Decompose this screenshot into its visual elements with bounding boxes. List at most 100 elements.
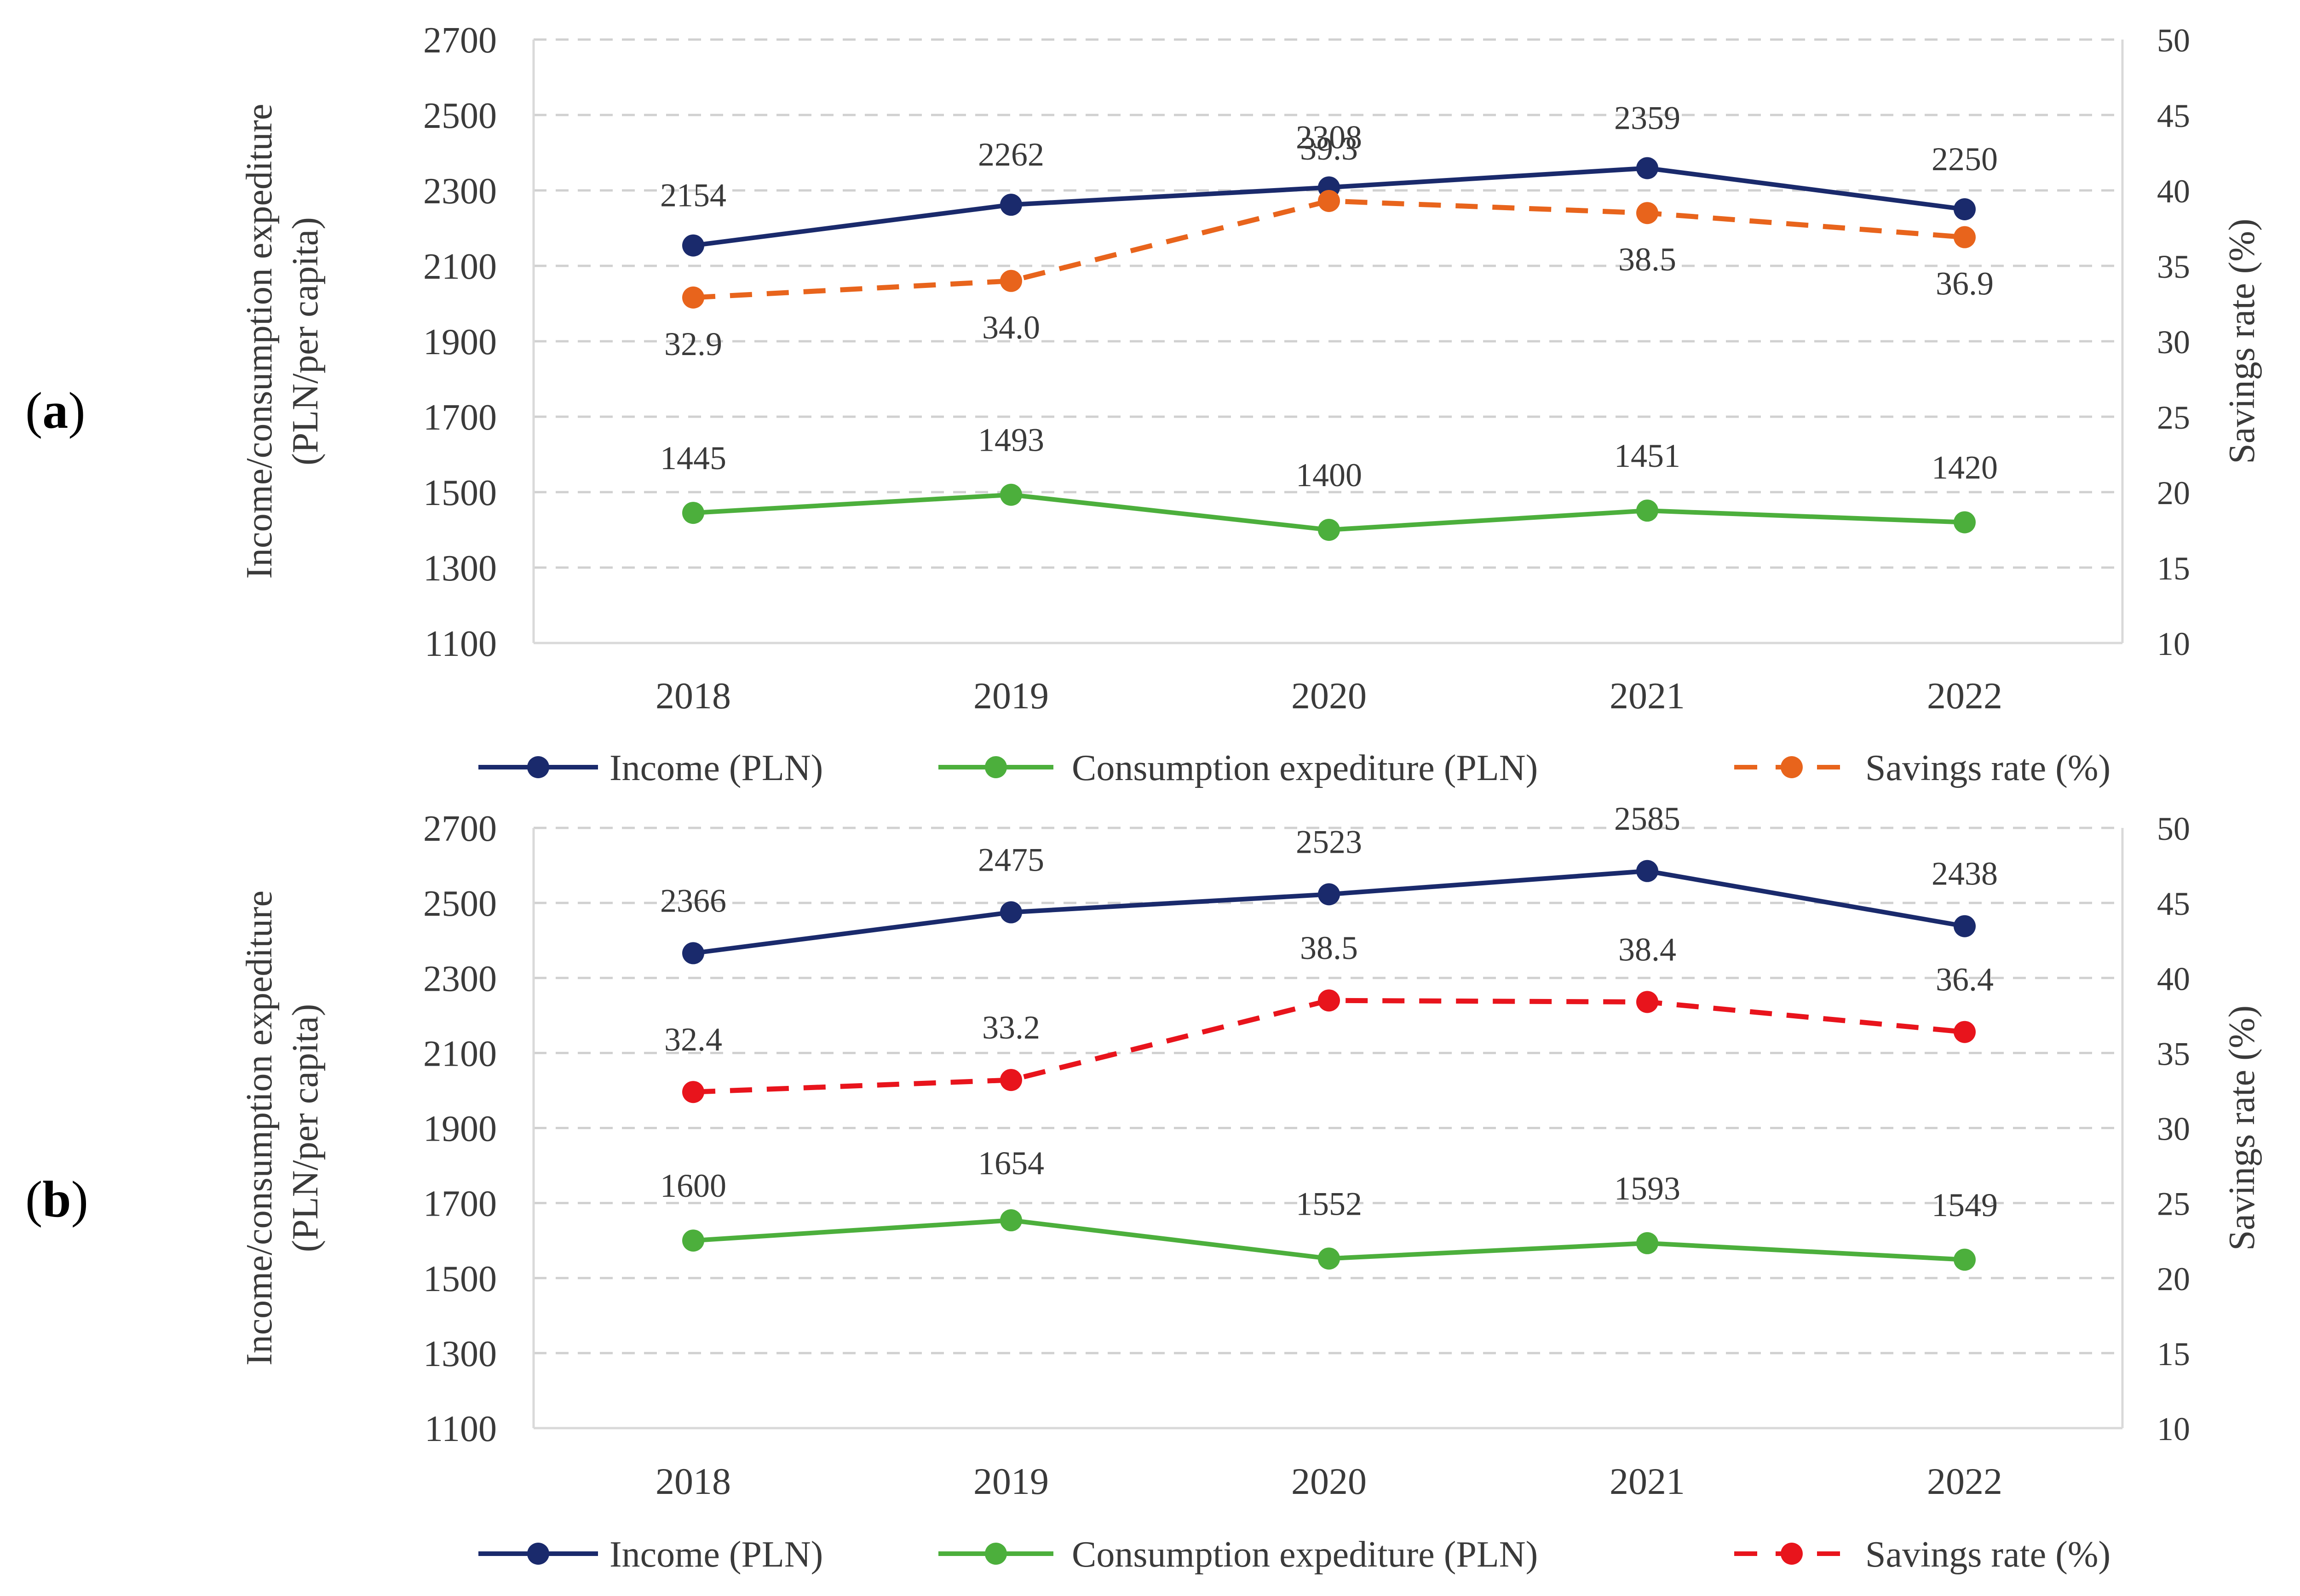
y2-tick-label: 10	[2157, 1411, 2190, 1447]
legend-label: Consumption expediture (PLN)	[1072, 748, 1538, 788]
y2-tick-label: 15	[2157, 1336, 2190, 1372]
y-tick-label: 1500	[423, 473, 497, 513]
data-label: 33.2	[982, 1009, 1040, 1046]
y-tick-label: 1300	[423, 1334, 497, 1374]
data-label: 36.4	[1936, 961, 1994, 998]
legend-marker	[527, 756, 549, 778]
legend-marker	[1781, 1543, 1803, 1565]
series-point	[1318, 989, 1340, 1012]
series-point	[1636, 157, 1658, 179]
data-label: 36.9	[1936, 265, 1994, 302]
data-label: 2475	[978, 842, 1044, 878]
data-label: 2154	[660, 177, 726, 214]
data-label: 1654	[978, 1145, 1044, 1182]
y-axis-title: Income/consumption expediture (PLN/per ca…	[239, 890, 326, 1366]
y-axis-title-line1: Income/consumption expediture	[239, 103, 280, 579]
series-point	[1636, 860, 1658, 882]
series-point	[1000, 901, 1022, 924]
x-tick-label: 2021	[1610, 1460, 1685, 1502]
series-line-2	[693, 998, 1965, 1095]
series-point	[1000, 194, 1022, 216]
series-point	[1636, 202, 1658, 224]
series-point	[1000, 1209, 1022, 1232]
series-point	[1954, 915, 1976, 937]
data-label: 2359	[1614, 100, 1680, 137]
data-label: 38.5	[1300, 930, 1358, 966]
chart-panel-b: 1100 1300 1500 1700 1900 2100 2300 2500 2700 10 15…	[25, 800, 2262, 1575]
y2-tick-label: 20	[2157, 475, 2190, 511]
series-point	[1636, 499, 1658, 522]
legend-marker	[527, 1543, 549, 1565]
chart-panel-a: 1100 1300 1500 1700 1900 2100 2300 2500 2700 10 15…	[25, 20, 2262, 788]
series-point	[1000, 1069, 1022, 1091]
data-label: 2262	[978, 136, 1044, 173]
x-tick-label: 2022	[1927, 675, 2002, 717]
series-point	[1318, 189, 1340, 212]
y2-tick-label: 30	[2157, 324, 2190, 361]
data-label: 38.5	[1618, 241, 1676, 278]
y-tick-label: 2500	[423, 884, 497, 924]
y-tick-label: 1700	[423, 397, 497, 438]
y2-axis-title: Savings rate (%)	[2222, 1005, 2262, 1251]
series-point	[1318, 883, 1340, 906]
y2-tick-label: 45	[2157, 98, 2190, 134]
data-label: 1549	[1932, 1187, 1998, 1223]
x-tick-label: 2018	[656, 675, 731, 717]
series-point	[1954, 511, 1976, 534]
data-label: 34.0	[982, 309, 1040, 346]
y2-tick-label: 35	[2157, 1035, 2190, 1072]
x-tick-label: 2021	[1610, 675, 1685, 717]
legend-label: Savings rate (%)	[1865, 748, 2110, 788]
panel-label: (a)	[25, 382, 86, 439]
series-point	[1954, 226, 1976, 248]
panel-label-close: )	[71, 1171, 88, 1228]
legend-marker	[985, 756, 1007, 778]
series-point	[682, 234, 704, 257]
y-tick-label: 2700	[423, 20, 497, 61]
series-point	[1954, 198, 1976, 220]
data-label: 2250	[1932, 141, 1998, 178]
y-axis-title-line2: (PLN/per capita)	[285, 1004, 326, 1252]
y-tick-label: 2100	[423, 247, 497, 287]
data-label: 39.3	[1300, 130, 1358, 167]
data-label: 2308	[1296, 119, 1362, 155]
x-tick-label: 2020	[1291, 675, 1367, 717]
x-tick-label: 2018	[656, 1460, 731, 1502]
y-tick-label: 1500	[423, 1259, 497, 1299]
data-label: 38.4	[1618, 931, 1676, 968]
legend-label: Savings rate (%)	[1865, 1534, 2110, 1575]
legend-marker	[1781, 756, 1803, 778]
data-label: 1593	[1614, 1170, 1680, 1207]
series-point	[682, 1229, 704, 1252]
y2-axis-title: Savings rate (%)	[2222, 218, 2262, 464]
y-tick-label: 1900	[423, 1109, 497, 1149]
panel-label-open: (	[25, 382, 42, 439]
y2-tick-label: 50	[2157, 810, 2190, 847]
x-tick-label: 2020	[1291, 1460, 1367, 1502]
series-point	[1000, 270, 1022, 292]
y2-tick-label: 20	[2157, 1261, 2190, 1297]
y-axis-title-line2: (PLN/per capita)	[285, 217, 326, 465]
data-label: 2523	[1296, 823, 1362, 860]
y-tick-label: 1900	[423, 322, 497, 362]
series-point	[1954, 1248, 1976, 1271]
panel-label-letter: b	[42, 1171, 71, 1228]
series-line-2	[693, 198, 1965, 300]
data-label: 32.4	[664, 1021, 722, 1058]
y2-tick-label: 40	[2157, 173, 2190, 210]
y-tick-label: 2500	[423, 96, 497, 136]
series-point	[682, 502, 704, 524]
panel-label-letter: a	[42, 382, 68, 439]
y-tick-label: 1100	[425, 1409, 497, 1449]
legend-label: Consumption expediture (PLN)	[1072, 1534, 1538, 1575]
series-point	[1636, 1232, 1658, 1254]
series-point	[1318, 519, 1340, 541]
y2-tick-label: 40	[2157, 960, 2190, 997]
data-label: 1552	[1296, 1185, 1362, 1222]
panel-label: (b)	[25, 1171, 88, 1228]
data-label: 1600	[660, 1167, 726, 1204]
data-label: 2366	[660, 882, 726, 919]
panel-label-open: (	[25, 1171, 42, 1228]
data-label: 1445	[660, 440, 726, 477]
